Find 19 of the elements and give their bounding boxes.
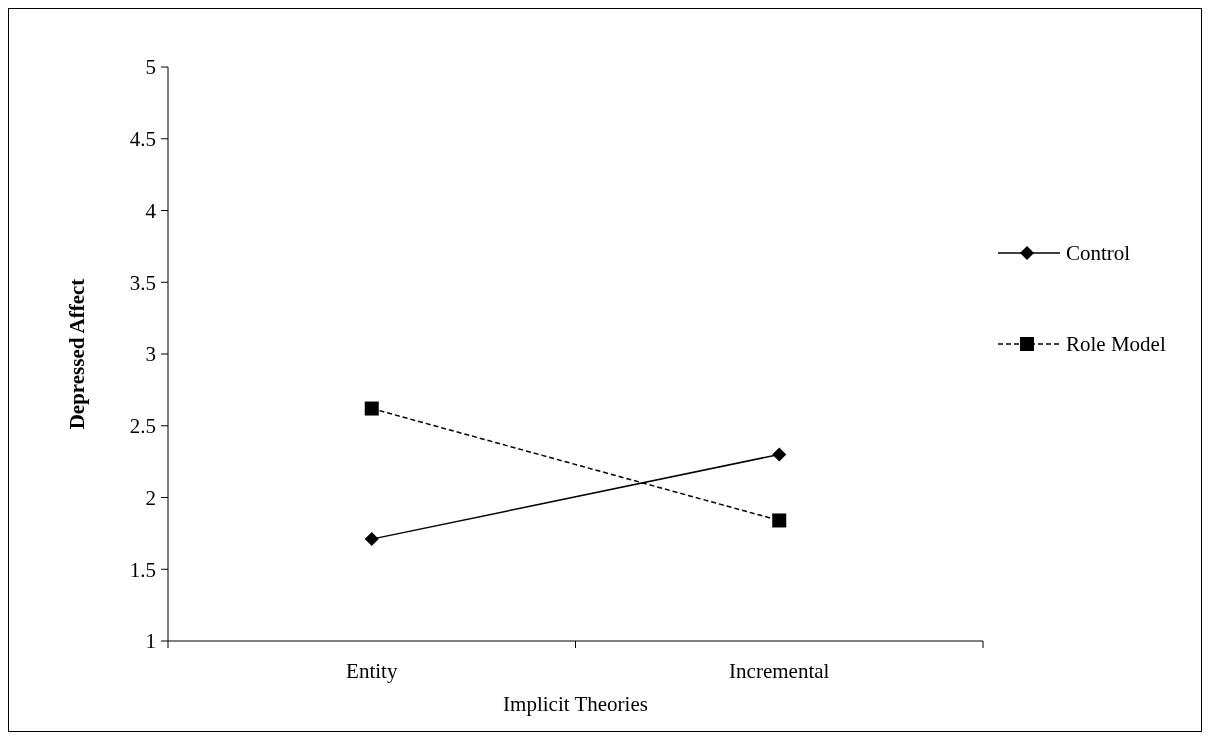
y-tick-label: 3 xyxy=(145,342,156,367)
point xyxy=(364,401,379,416)
legend-label: Control xyxy=(1066,241,1131,266)
y-axis-title: Depressed Affect xyxy=(65,278,89,430)
y-tick-label: 4.5 xyxy=(129,127,156,152)
x-tick-label: Entity xyxy=(346,659,398,683)
y-tick-label: 1.5 xyxy=(129,557,156,582)
y-tick-label: 4 xyxy=(145,198,157,223)
y-tick-label: 2 xyxy=(145,485,156,510)
x-tick-label: Incremental xyxy=(729,659,830,683)
y-tick-label: 2.5 xyxy=(129,414,156,439)
legend-label: Role Model xyxy=(1066,332,1166,357)
y-tick-label: 1 xyxy=(145,629,156,654)
point xyxy=(772,513,787,528)
point xyxy=(364,532,379,547)
x-axis-title: Implicit Theories xyxy=(503,692,648,716)
y-tick-label: 5 xyxy=(145,55,156,80)
y-tick-label: 3.5 xyxy=(129,270,156,295)
point xyxy=(772,447,787,462)
